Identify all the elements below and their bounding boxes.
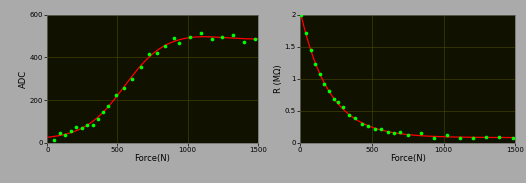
Point [443,134,451,137]
Point [469,136,478,139]
Point [329,98,338,100]
Point [482,135,491,138]
Point [120,86,128,89]
Point [56,132,64,135]
Point [370,128,379,130]
Point [145,53,153,56]
Point [50,138,58,141]
Point [161,44,169,47]
Y-axis label: R (MΩ): R (MΩ) [274,64,283,93]
Point [456,136,464,139]
Point [339,106,347,109]
Point [72,126,80,128]
Point [197,32,205,35]
Point [430,137,438,140]
Point [311,63,319,66]
Point [169,37,178,40]
Point [495,136,504,139]
X-axis label: Force(N): Force(N) [390,154,426,163]
Point [383,131,392,134]
Point [240,40,248,43]
Point [207,38,216,40]
Point [334,100,342,103]
Point [345,114,353,117]
X-axis label: Force(N): Force(N) [135,154,170,163]
Point [175,42,184,45]
Point [396,131,404,134]
Point [112,94,120,97]
Point [306,48,315,51]
Point [99,110,108,113]
Point [186,35,194,38]
Point [325,90,333,93]
Point [316,72,324,75]
Point [364,125,372,128]
Point [351,117,359,120]
Point [417,132,425,135]
Point [390,132,398,135]
Point [153,51,161,54]
Point [251,37,259,40]
Y-axis label: ADC: ADC [19,70,28,88]
Point [94,117,102,120]
Point [88,123,97,126]
Point [229,34,238,37]
Point [320,83,329,85]
Point [83,124,92,127]
Point [509,137,517,140]
Point [66,130,75,132]
Point [218,36,227,39]
Point [128,78,137,81]
Point [302,31,310,34]
Point [377,128,385,130]
Point [403,134,412,137]
Point [61,133,69,136]
Point [77,126,86,129]
Point [104,104,112,107]
Point [297,13,306,16]
Point [136,66,145,69]
Point [358,123,366,126]
